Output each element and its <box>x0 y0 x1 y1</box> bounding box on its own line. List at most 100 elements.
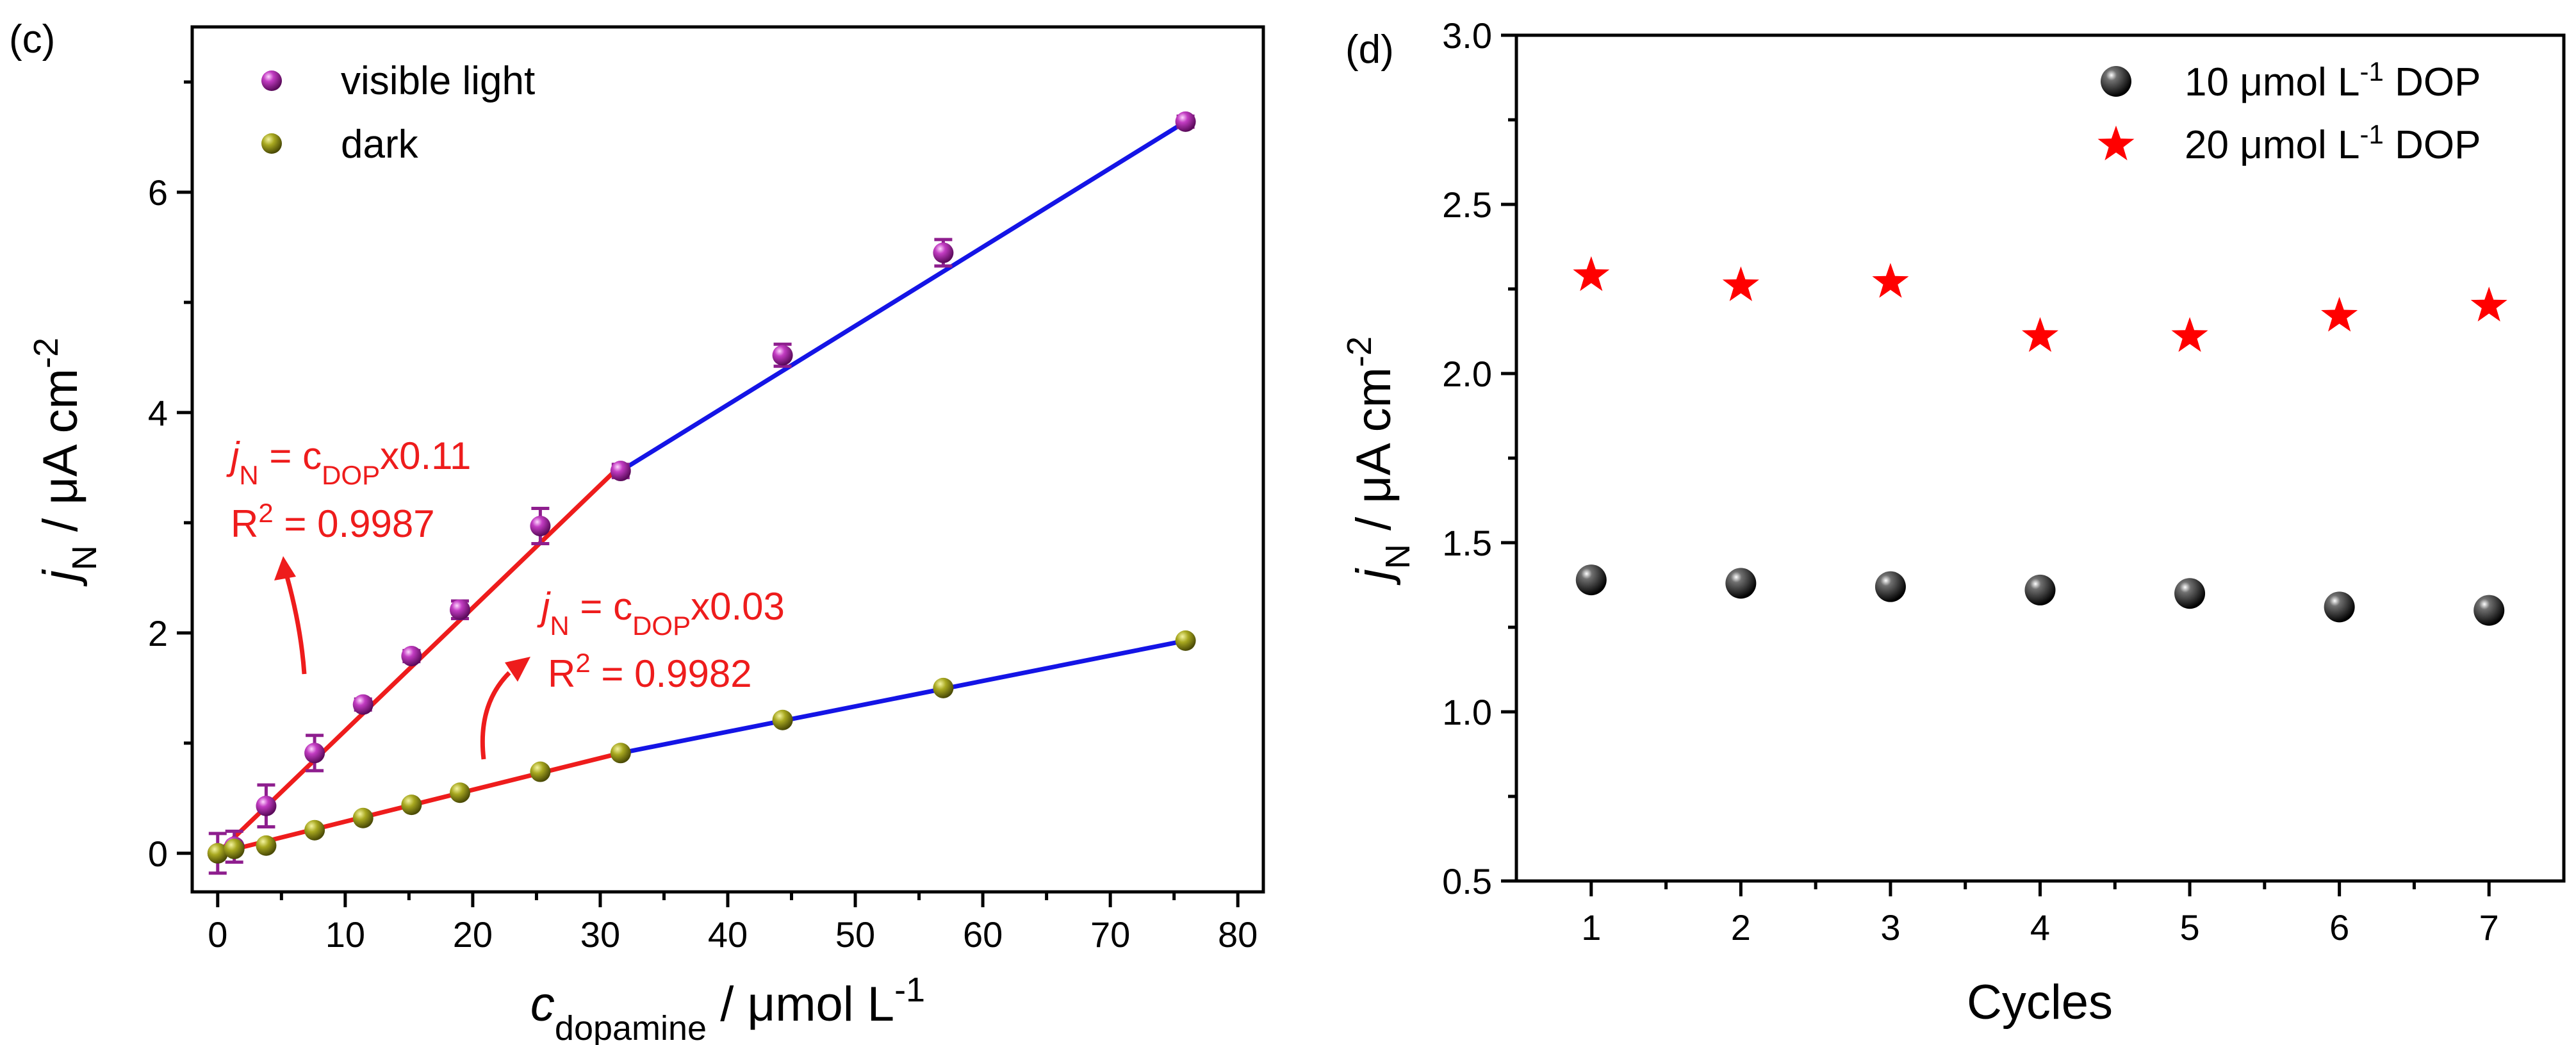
x-tick-label: 1 <box>1581 907 1601 948</box>
x-tick-label: 2 <box>1731 907 1751 948</box>
point-dark <box>352 807 373 828</box>
fit-line <box>619 119 1187 473</box>
panel-c-error-bars <box>208 114 1195 875</box>
panel-d-points <box>1573 256 2507 626</box>
point-dark <box>530 761 551 782</box>
legend-label-visible-light: visible light <box>341 59 535 103</box>
point-visible-light <box>530 516 551 537</box>
point-dark <box>1175 630 1196 651</box>
y-tick-label: 0.5 <box>1442 861 1492 901</box>
point-dark <box>207 843 228 864</box>
panel-c: (c) 0 10 20 30 40 50 60 70 80 0 2 4 6 cdopamine / μ… <box>9 17 1265 1045</box>
x-tick-label: 50 <box>835 914 875 955</box>
x-tick-label: 60 <box>963 914 1003 955</box>
panel-d-x-ticks: 1 2 3 4 5 6 7 <box>1581 881 2499 948</box>
x-tick-label: 3 <box>1880 907 1900 948</box>
y-tick-label: 1.5 <box>1442 523 1492 563</box>
fit-line <box>620 638 1186 755</box>
y-tick-label: 4 <box>148 393 168 433</box>
point-dark <box>772 709 793 730</box>
panel-c-legend: visible light dark <box>261 59 535 167</box>
point-10umol <box>2174 578 2206 609</box>
point-visible-light <box>933 242 954 263</box>
point-10umol <box>1575 564 1607 596</box>
point-20umol <box>2321 297 2358 332</box>
x-tick-label: 5 <box>2179 907 2199 948</box>
point-20umol <box>1573 256 1610 292</box>
point-dark <box>610 743 631 764</box>
point-20umol <box>1872 263 1909 298</box>
panel-c-y-ticks: 0 2 4 6 <box>148 80 192 874</box>
legend-marker-20umol <box>2097 126 2135 161</box>
point-visible-light <box>352 694 373 715</box>
y-tick-label: 2.0 <box>1442 354 1492 394</box>
fit-equation-dark: jN = cDOPx0.03 <box>537 585 785 641</box>
fit-r2-light: R2 = 0.9987 <box>231 498 435 546</box>
point-10umol <box>2324 591 2355 623</box>
x-tick-label: 0 <box>208 914 227 955</box>
point-dark <box>256 835 277 856</box>
panel-c-x-ticks: 0 10 20 30 40 50 60 70 80 <box>208 892 1258 955</box>
fit-equation-light: jN = cDOPx0.11 <box>226 434 471 490</box>
x-tick-label: 30 <box>580 914 620 955</box>
point-visible-light <box>304 743 325 764</box>
point-dark <box>304 819 325 841</box>
arrow-dark-head <box>505 657 530 682</box>
panel-d: (d) 1 2 3 4 5 6 7 0.5 1.0 1.5 2.0 2.5 3.0 Cycles jN… <box>1340 15 2566 1030</box>
y-tick-label: 2.5 <box>1442 185 1492 225</box>
fit-r2-dark: R2 = 0.9982 <box>548 648 752 696</box>
panel-c-x-axis-label: cdopamine / μmol L-1 <box>530 971 925 1045</box>
point-20umol <box>2022 317 2058 352</box>
point-20umol <box>2171 317 2208 352</box>
point-10umol <box>1875 571 1906 602</box>
legend-label-20umol: 20 μmol L-1 DOP <box>2185 119 2481 168</box>
panel-c-arrow-light <box>274 556 307 675</box>
legend-marker-dark <box>261 133 282 154</box>
legend-label-dark: dark <box>341 122 419 167</box>
point-visible-light <box>450 599 470 620</box>
y-tick-label: 2 <box>148 613 168 654</box>
panel-c-points <box>207 111 1196 864</box>
y-tick-label: 0 <box>148 834 168 874</box>
x-tick-label: 6 <box>2329 907 2349 948</box>
point-20umol <box>1722 266 1759 301</box>
point-visible-light <box>256 795 277 816</box>
point-10umol <box>2473 595 2505 626</box>
arrow-dark-shaft <box>480 671 511 760</box>
arrow-light-shaft <box>284 576 307 675</box>
y-tick-label: 1.0 <box>1442 692 1492 732</box>
point-visible-light <box>1175 111 1196 132</box>
point-dark <box>401 794 422 816</box>
panel-d-label: (d) <box>1345 28 1394 72</box>
legend-marker-10umol <box>2101 66 2131 97</box>
point-dark <box>224 838 245 859</box>
x-tick-label: 10 <box>325 914 365 955</box>
y-tick-label: 3.0 <box>1442 15 1492 56</box>
panel-c-arrow-dark <box>480 657 530 760</box>
x-tick-label: 80 <box>1218 914 1258 955</box>
x-tick-label: 40 <box>708 914 748 955</box>
point-visible-light <box>610 461 631 482</box>
panel-d-y-ticks: 0.5 1.0 1.5 2.0 2.5 3.0 <box>1442 15 1516 901</box>
panel-c-y-axis-label: jN / μA cm-2 <box>27 338 104 587</box>
legend-marker-visible-light <box>261 70 282 91</box>
point-visible-light <box>401 645 422 666</box>
y-tick-label: 6 <box>148 172 168 213</box>
x-tick-label: 7 <box>2479 907 2499 948</box>
panel-c-annotation-dark: jN = cDOPx0.03 R2 = 0.9982 <box>537 585 785 695</box>
x-tick-label: 20 <box>453 914 493 955</box>
panel-c-label: (c) <box>9 17 55 62</box>
point-20umol <box>2470 286 2507 322</box>
x-tick-label: 70 <box>1090 914 1130 955</box>
point-10umol <box>1725 568 1757 599</box>
x-tick-label: 4 <box>2030 907 2050 948</box>
panel-d-y-axis-label: jN / μA cm-2 <box>1340 336 1417 586</box>
arrow-light-head <box>274 556 296 580</box>
point-dark <box>933 677 954 698</box>
point-dark <box>450 782 470 803</box>
point-visible-light <box>772 345 793 366</box>
point-10umol <box>2024 574 2056 605</box>
panel-d-legend: 10 μmol L-1 DOP 20 μmol L-1 DOP <box>2097 56 2481 168</box>
legend-label-10umol: 10 μmol L-1 DOP <box>2185 56 2481 105</box>
